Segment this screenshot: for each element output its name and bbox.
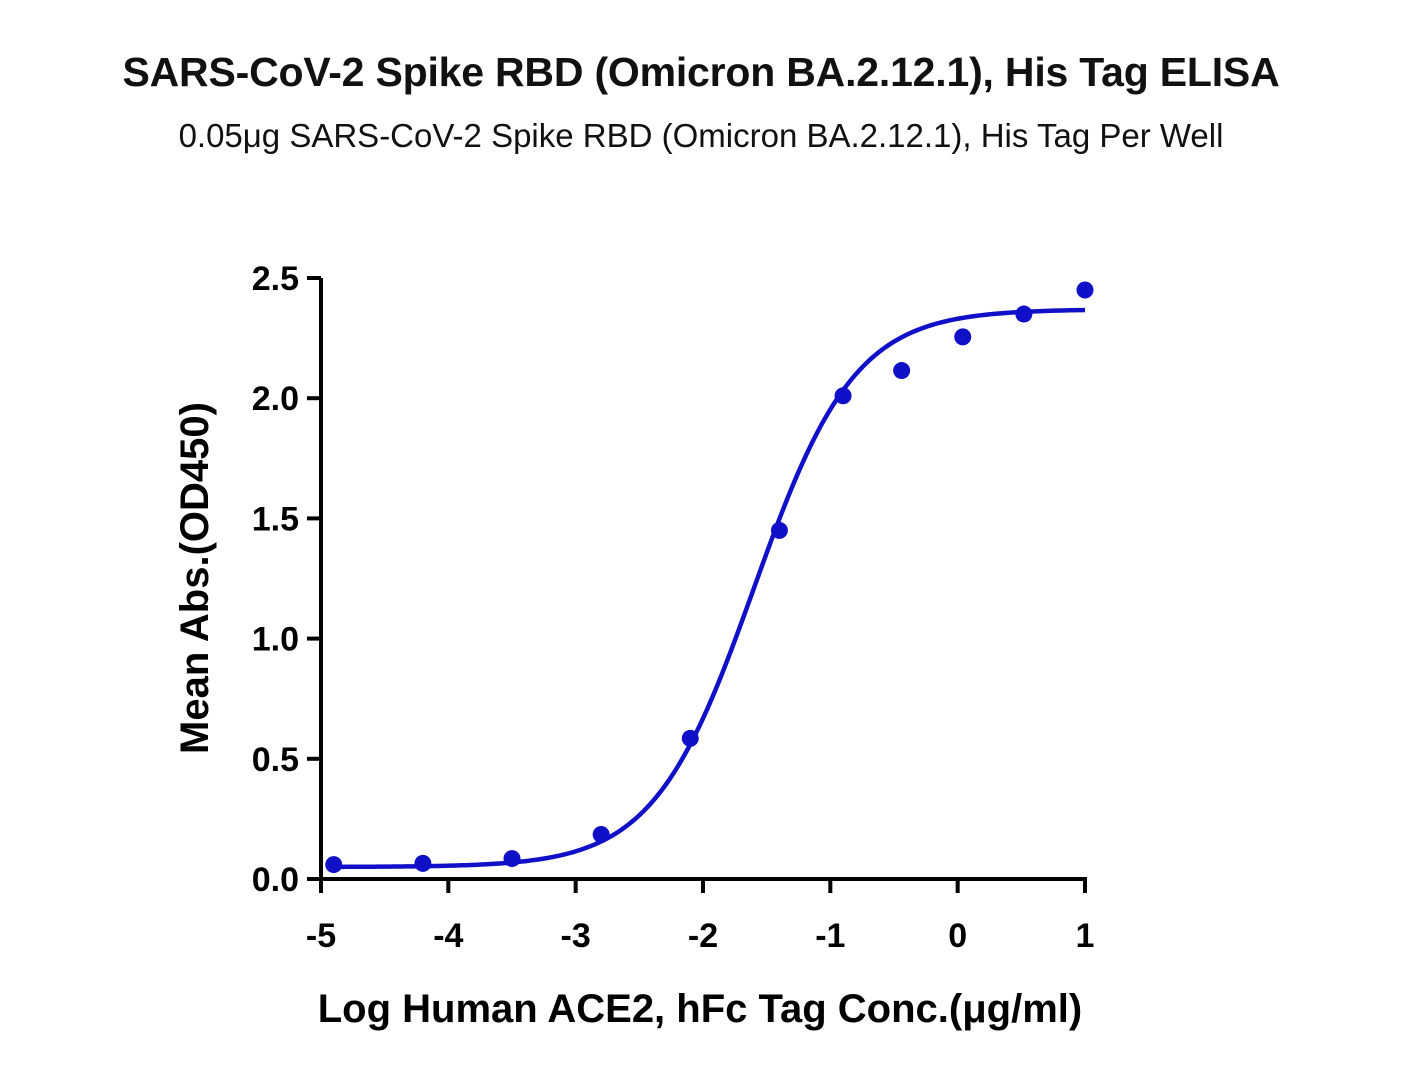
x-tick-label: -2 — [688, 917, 718, 955]
y-axis-title: Mean Abs.(OD450) — [173, 402, 217, 754]
data-point — [954, 328, 972, 346]
x-tick-label: -3 — [561, 917, 591, 955]
y-axis-ticks: 0.0 0.5 1.0 1.5 2.0 2.5 — [252, 260, 321, 899]
data-point — [770, 521, 788, 539]
data-points — [325, 281, 1094, 874]
data-point — [503, 850, 521, 868]
data-point — [1076, 281, 1094, 299]
y-tick-label: 2.0 — [252, 380, 299, 418]
data-point — [1015, 305, 1033, 323]
x-axis-title: Log Human ACE2, hFc Tag Conc.(μg/ml) — [318, 987, 1082, 1031]
data-point — [414, 854, 432, 872]
x-tick-label: 0 — [948, 917, 967, 955]
fit-curve — [333, 307, 1086, 870]
data-point — [681, 729, 699, 747]
data-point — [325, 856, 343, 874]
data-point — [834, 387, 852, 405]
x-tick-label: 1 — [1076, 917, 1095, 955]
x-tick-label: -1 — [815, 917, 845, 955]
data-point — [893, 362, 911, 380]
y-tick-label: 0.0 — [252, 861, 299, 899]
x-tick-label: -5 — [306, 917, 336, 955]
y-tick-label: 1.5 — [252, 500, 299, 538]
data-point — [592, 826, 610, 844]
axes — [319, 278, 1087, 881]
y-tick-label: 1.0 — [252, 621, 299, 659]
chart-subtitle: 0.05μg SARS-CoV-2 Spike RBD (Omicron BA.… — [178, 117, 1224, 154]
y-tick-label: 2.5 — [252, 260, 299, 298]
chart-title: SARS-CoV-2 Spike RBD (Omicron BA.2.12.1)… — [122, 49, 1280, 95]
x-tick-label: -4 — [433, 917, 463, 955]
y-tick-label: 0.5 — [252, 741, 299, 779]
x-axis-ticks: -5 -4 -3 -2 -1 0 1 — [306, 879, 1095, 955]
